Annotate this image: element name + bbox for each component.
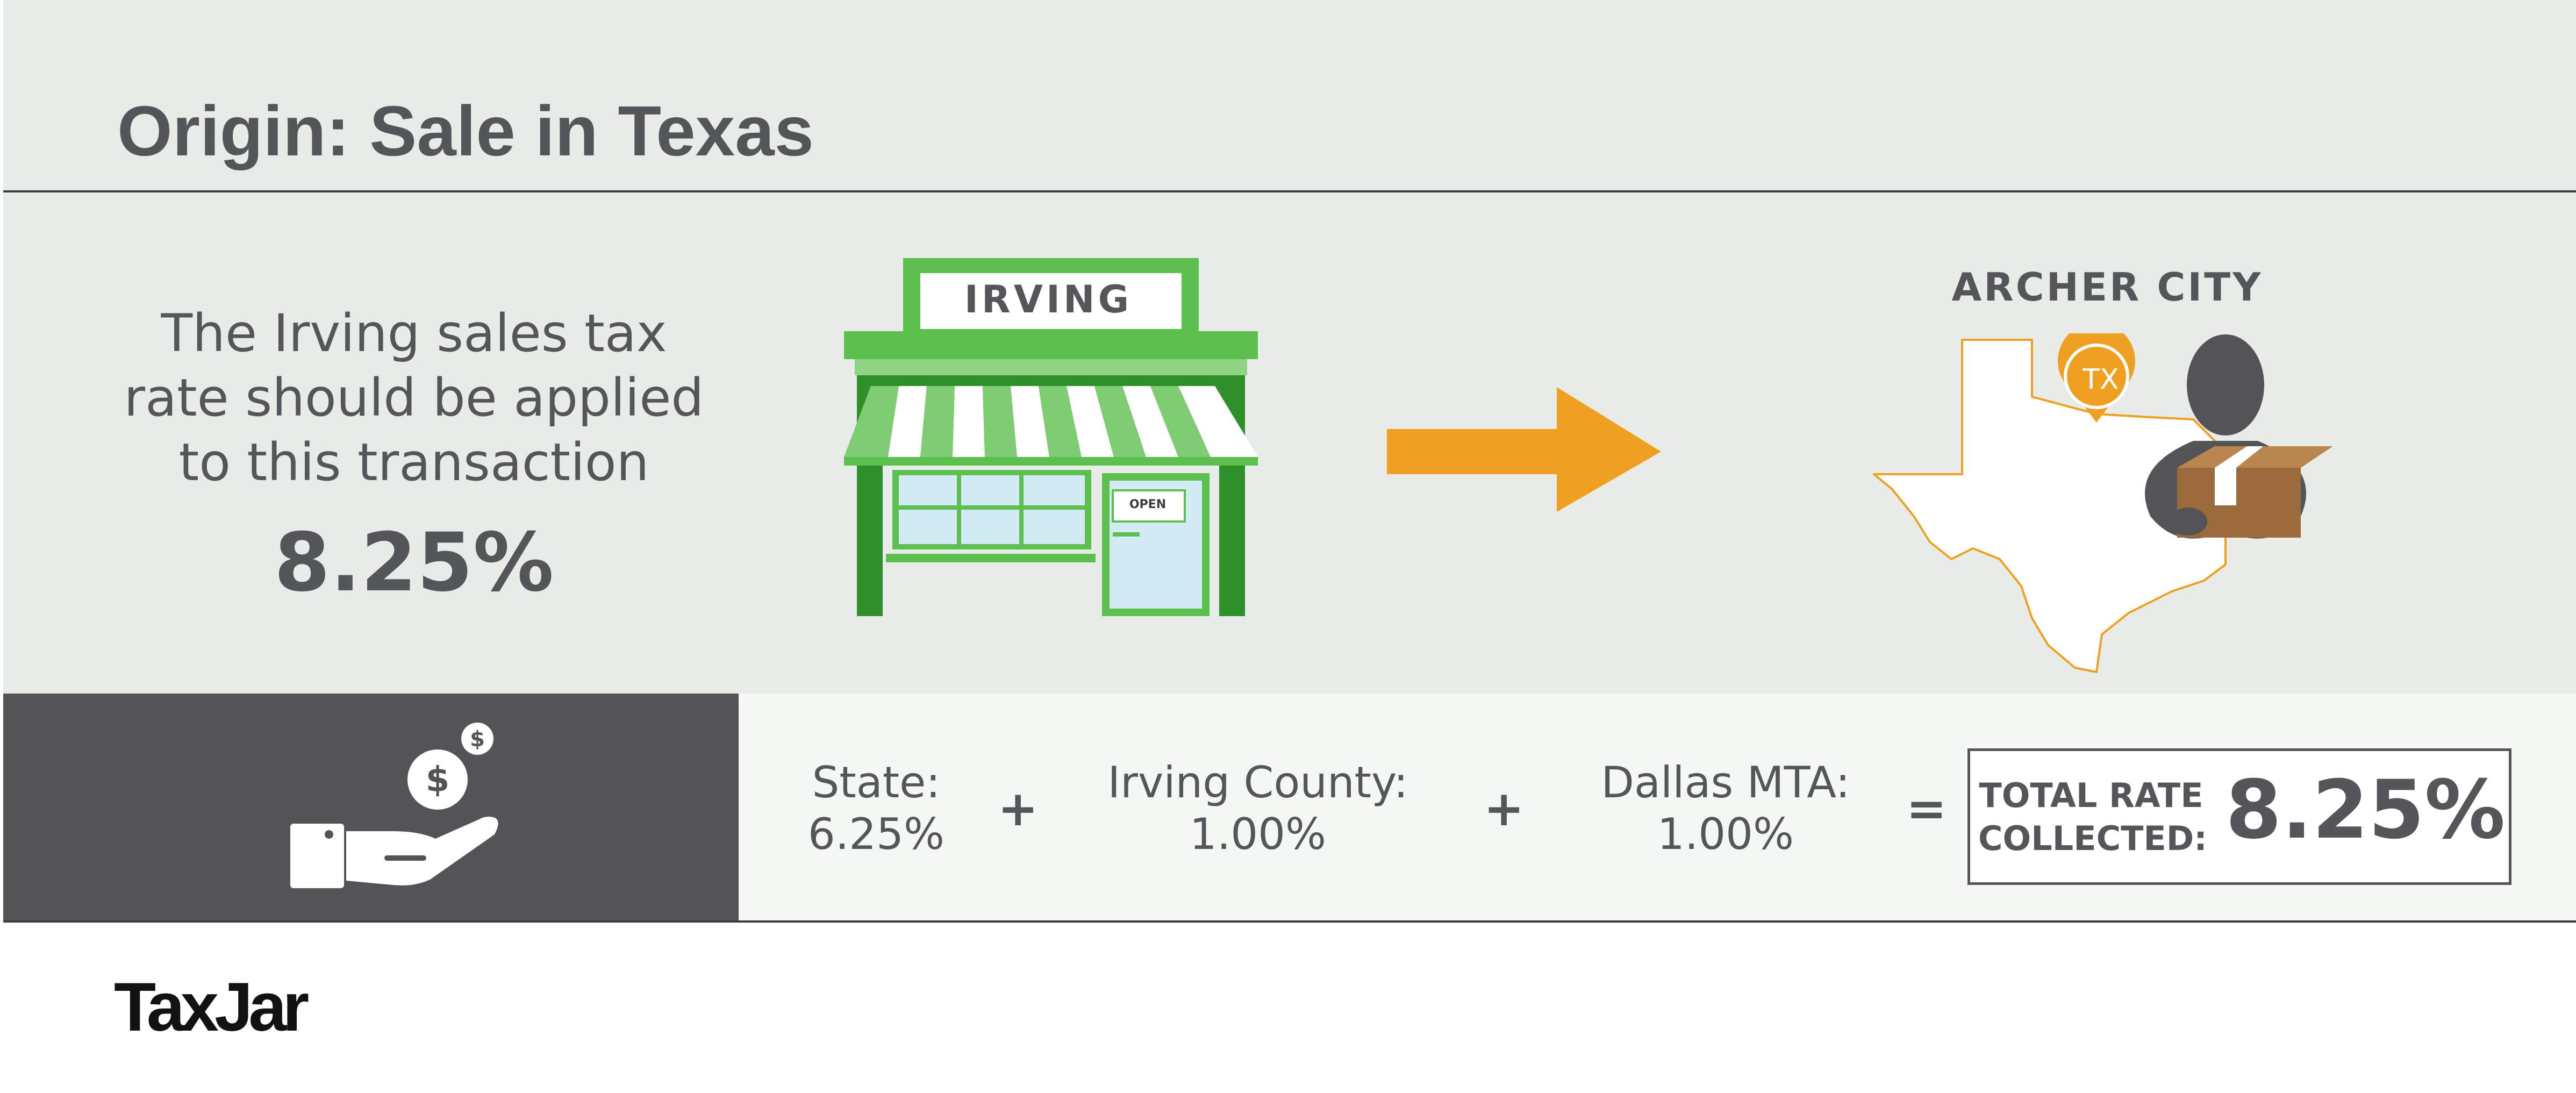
plus-sign: + bbox=[1484, 781, 1525, 837]
location-pin-icon bbox=[2058, 333, 2135, 423]
county-rate: Irving County: 1.00% bbox=[1097, 757, 1419, 860]
svg-text:$: $ bbox=[470, 727, 485, 752]
title-divider bbox=[3, 190, 2576, 192]
svg-text:$: $ bbox=[426, 760, 450, 800]
total-rate-label-line-2: COLLECTED: bbox=[1978, 819, 2207, 858]
mta-rate: Dallas MTA: 1.00% bbox=[1591, 757, 1860, 860]
brand-logo: TaxJar bbox=[114, 969, 309, 1046]
delivery-person-icon bbox=[2145, 334, 2333, 539]
texas-map-icon bbox=[1873, 333, 2333, 673]
description-line-1: The Irving sales tax bbox=[161, 303, 667, 363]
equals-sign: = bbox=[1906, 781, 1947, 837]
state-badge: TX bbox=[2083, 363, 2119, 396]
money-panel bbox=[3, 694, 739, 923]
page-title: Origin: Sale in Texas bbox=[117, 91, 814, 170]
hand-money-icon: $ $ bbox=[290, 723, 498, 888]
destination-city: ARCHER CITY bbox=[1951, 265, 2263, 310]
description: The Irving sales tax rate should be appl… bbox=[108, 301, 720, 495]
arrow-right-icon bbox=[1387, 387, 1661, 512]
total-rate-label-line-1: TOTAL RATE bbox=[1979, 776, 2203, 815]
storefront-icon bbox=[844, 258, 1258, 616]
description-line-2: rate should be applied bbox=[124, 368, 704, 428]
county-rate-value: 1.00% bbox=[1189, 809, 1327, 859]
open-sign: OPEN bbox=[1129, 498, 1167, 511]
total-rate-value: 8.25% bbox=[2226, 763, 2506, 857]
plus-sign: + bbox=[998, 781, 1039, 837]
breakdown-divider bbox=[3, 920, 2576, 923]
mta-rate-value: 1.00% bbox=[1657, 809, 1794, 859]
store-sign: IRVING bbox=[964, 277, 1133, 322]
mta-rate-label: Dallas MTA: bbox=[1601, 758, 1850, 808]
state-rate: State: 6.25% bbox=[774, 757, 978, 860]
total-rate-box bbox=[1967, 748, 2511, 885]
state-rate-label: State: bbox=[812, 758, 941, 808]
applied-rate: 8.25% bbox=[274, 516, 554, 610]
total-rate-label: TOTAL RATE COLLECTED: bbox=[1978, 774, 2207, 860]
county-rate-label: Irving County: bbox=[1107, 758, 1408, 808]
state-rate-value: 6.25% bbox=[807, 809, 945, 859]
description-line-3: to this transaction bbox=[178, 432, 649, 492]
